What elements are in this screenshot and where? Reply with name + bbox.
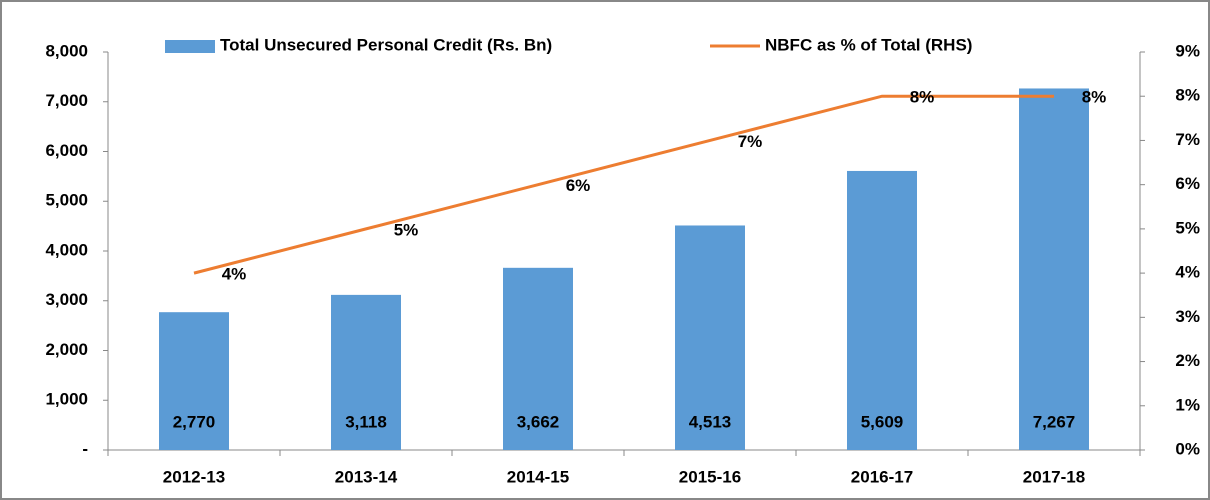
- bar-value-label: 5,609: [861, 412, 904, 431]
- y2-tick-label: 8%: [1175, 86, 1200, 105]
- y2-tick-label: 5%: [1175, 218, 1200, 237]
- y-tick-label: 3,000: [45, 290, 88, 309]
- y-tick-label: 7,000: [45, 91, 88, 110]
- line-value-label: 6%: [566, 176, 591, 195]
- bar: [331, 294, 401, 450]
- legend-label: Total Unsecured Personal Credit (Rs. Bn): [220, 35, 552, 54]
- line: [193, 94, 1054, 275]
- bar: [1019, 88, 1089, 451]
- y2-tick-label: 4%: [1175, 263, 1200, 282]
- y-tick-label: 6,000: [45, 141, 88, 160]
- y-tick-label: 4,000: [45, 240, 88, 259]
- bar-value-label: 4,513: [689, 412, 732, 431]
- y-tick-label: 2,000: [45, 340, 88, 359]
- bar: [503, 267, 573, 450]
- y-tick-label: 8,000: [45, 41, 88, 60]
- line-value-label: 8%: [1082, 88, 1107, 107]
- x-tick-label: 2016-17: [851, 467, 913, 486]
- y2-tick-label: 6%: [1175, 174, 1200, 193]
- bar: [159, 312, 229, 450]
- y2-tick-label: 0%: [1175, 439, 1200, 458]
- y2-tick-label: 7%: [1175, 130, 1200, 149]
- y2-tick-label: 2%: [1175, 351, 1200, 370]
- bar-value-label: 7,267: [1033, 412, 1076, 431]
- x-tick-label: 2017-18: [1023, 467, 1085, 486]
- x-tick-label: 2014-15: [507, 467, 569, 486]
- bar: [675, 225, 745, 450]
- line-value-label: 5%: [394, 220, 419, 239]
- bar-value-label: 3,118: [345, 412, 387, 431]
- legend-swatch: [165, 40, 215, 53]
- line-value-label: 8%: [910, 88, 935, 107]
- x-tick-label: 2013-14: [335, 467, 398, 486]
- legend-label: NBFC as % of Total (RHS): [765, 35, 972, 54]
- y-tick-label: 1,000: [45, 390, 88, 409]
- line-value-label: 7%: [738, 132, 763, 151]
- y-tick-label: 5,000: [45, 191, 88, 210]
- y2-tick-label: 9%: [1175, 41, 1200, 60]
- bar: [847, 170, 917, 450]
- x-tick-label: 2012-13: [163, 467, 225, 486]
- line-value-label: 4%: [222, 265, 247, 284]
- y2-tick-label: 3%: [1175, 307, 1200, 326]
- x-tick-label: 2015-16: [679, 467, 741, 486]
- bar-value-label: 2,770: [173, 412, 216, 431]
- y2-tick-label: 1%: [1175, 395, 1200, 414]
- bar-value-label: 3,662: [517, 412, 560, 431]
- y-tick-label: -: [82, 439, 88, 458]
